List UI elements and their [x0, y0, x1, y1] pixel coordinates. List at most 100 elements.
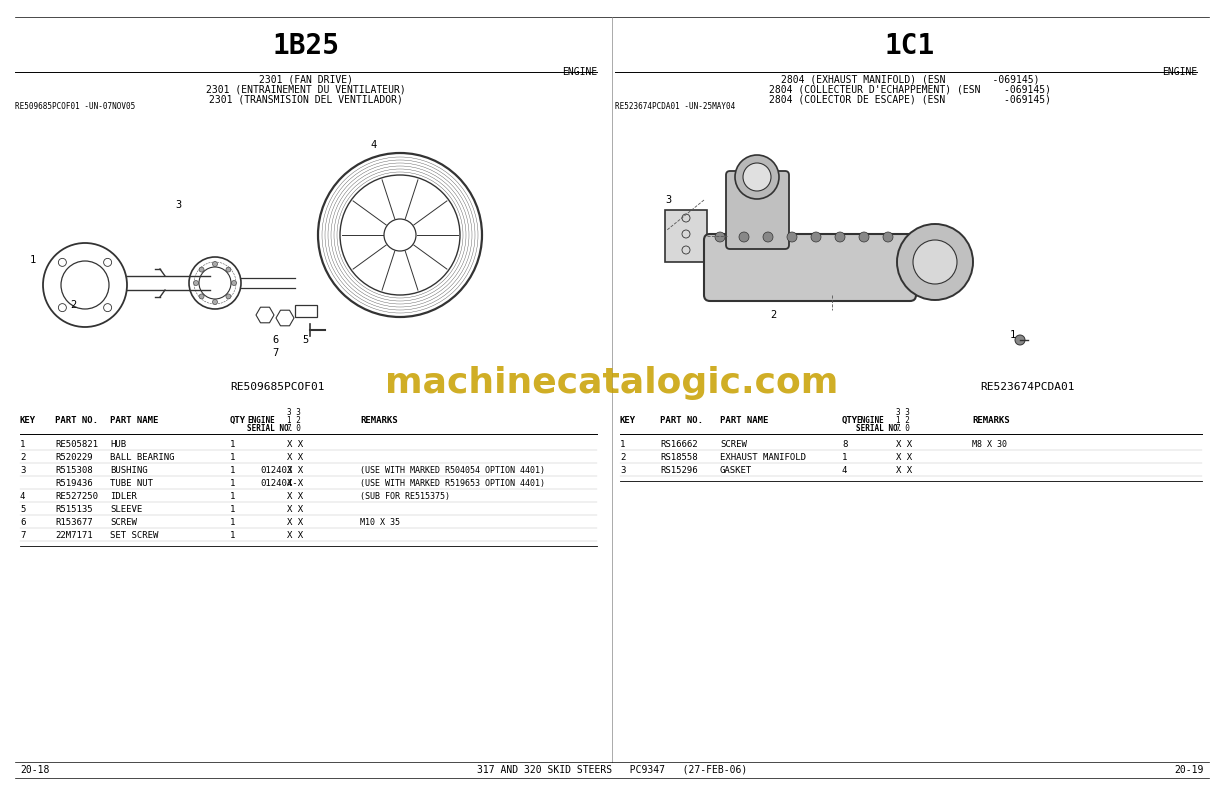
Text: 2: 2 [621, 453, 625, 462]
Circle shape [1015, 335, 1024, 345]
Text: 1: 1 [230, 531, 235, 540]
Text: 20-18: 20-18 [20, 765, 49, 775]
Text: SCREW: SCREW [110, 518, 137, 527]
Text: 1: 1 [230, 479, 235, 488]
Text: 1: 1 [230, 440, 235, 449]
Text: X X: X X [286, 440, 304, 449]
Text: ENGINE: ENGINE [1162, 67, 1197, 77]
Text: 317 AND 320 SKID STEERS   PC9347   (27-FEB-06): 317 AND 320 SKID STEERS PC9347 (27-FEB-0… [477, 765, 747, 775]
FancyBboxPatch shape [726, 171, 789, 249]
Text: RS16662: RS16662 [660, 440, 698, 449]
Text: 3: 3 [665, 195, 671, 205]
FancyBboxPatch shape [704, 234, 916, 301]
Text: 2301 (ENTRAINEMENT DU VENTILATEUR): 2301 (ENTRAINEMENT DU VENTILATEUR) [206, 84, 406, 94]
Text: 7 0: 7 0 [286, 424, 301, 433]
Text: 6: 6 [272, 335, 278, 345]
Circle shape [859, 232, 869, 242]
Text: BUSHING: BUSHING [110, 466, 148, 475]
Text: REMARKS: REMARKS [972, 416, 1010, 425]
Circle shape [787, 232, 797, 242]
Text: X X: X X [286, 479, 304, 488]
Text: SERIAL NO.: SERIAL NO. [856, 424, 902, 433]
Text: R515135: R515135 [55, 505, 93, 514]
Text: M10 X 35: M10 X 35 [360, 518, 400, 527]
Text: X X: X X [896, 440, 912, 449]
Circle shape [715, 232, 725, 242]
Circle shape [200, 294, 204, 299]
Text: BALL BEARING: BALL BEARING [110, 453, 175, 462]
Text: 1: 1 [230, 453, 235, 462]
Circle shape [835, 232, 845, 242]
Text: X X: X X [286, 505, 304, 514]
Text: RE509685PCOF01: RE509685PCOF01 [230, 382, 324, 392]
Text: 1: 1 [230, 492, 235, 501]
Text: KEY: KEY [20, 416, 37, 425]
Text: X X: X X [286, 466, 304, 475]
Text: 3: 3 [20, 466, 26, 475]
Text: 2804 (EXHAUST MANIFOLD) (ESN        -069145): 2804 (EXHAUST MANIFOLD) (ESN -069145) [781, 74, 1039, 84]
Bar [295, 305, 317, 317]
Text: R153677: R153677 [55, 518, 93, 527]
Text: 1 2: 1 2 [286, 416, 301, 425]
Text: SERIAL NO.: SERIAL NO. [247, 424, 294, 433]
Text: M8 X 30: M8 X 30 [972, 440, 1007, 449]
Text: 2: 2 [70, 300, 76, 310]
Text: 1: 1 [1010, 330, 1016, 340]
Text: X X: X X [286, 531, 304, 540]
Circle shape [743, 163, 771, 191]
Text: 1B25: 1B25 [273, 32, 339, 60]
Text: 1: 1 [230, 505, 235, 514]
Text: 012404-: 012404- [259, 479, 297, 488]
Circle shape [231, 280, 236, 285]
Text: machinecatalogic.com: machinecatalogic.com [386, 366, 838, 400]
Text: RE509685PCOF01 -UN-07NOV05: RE509685PCOF01 -UN-07NOV05 [15, 102, 135, 111]
Text: 2: 2 [770, 310, 776, 320]
Text: 3 3: 3 3 [286, 408, 301, 417]
Text: 1: 1 [230, 518, 235, 527]
Text: 5: 5 [302, 335, 308, 345]
Text: X X: X X [286, 492, 304, 501]
Circle shape [913, 240, 957, 284]
Text: 1: 1 [20, 440, 26, 449]
Text: 2804 (COLLECTEUR D'ECHAPPEMENT) (ESN    -069145): 2804 (COLLECTEUR D'ECHAPPEMENT) (ESN -06… [769, 84, 1051, 94]
Circle shape [734, 155, 778, 199]
Text: SET SCREW: SET SCREW [110, 531, 158, 540]
Circle shape [226, 294, 231, 299]
Text: 4: 4 [370, 140, 376, 150]
Text: REMARKS: REMARKS [360, 416, 398, 425]
Text: QTY: QTY [842, 416, 858, 425]
Circle shape [200, 267, 204, 272]
Text: PART NO.: PART NO. [660, 416, 703, 425]
Text: R515308: R515308 [55, 466, 93, 475]
Text: 6: 6 [20, 518, 26, 527]
Text: HUB: HUB [110, 440, 126, 449]
Text: 3: 3 [175, 200, 181, 210]
Text: QTY: QTY [230, 416, 246, 425]
Text: 4: 4 [20, 492, 26, 501]
Text: PART NO.: PART NO. [55, 416, 98, 425]
Circle shape [763, 232, 774, 242]
Text: 3 3: 3 3 [896, 408, 909, 417]
Text: 2804 (COLECTOR DE ESCAPE) (ESN          -069145): 2804 (COLECTOR DE ESCAPE) (ESN -069145) [769, 94, 1051, 104]
Text: RE523674PCDA01 -UN-25MAY04: RE523674PCDA01 -UN-25MAY04 [614, 102, 736, 111]
Text: R520229: R520229 [55, 453, 93, 462]
Circle shape [897, 224, 973, 300]
Text: 8: 8 [842, 440, 847, 449]
Text: X X: X X [896, 453, 912, 462]
Text: 1C1: 1C1 [885, 32, 935, 60]
Text: 22M7171: 22M7171 [55, 531, 93, 540]
Text: (USE WITH MARKED R504054 OPTION 4401): (USE WITH MARKED R504054 OPTION 4401) [360, 466, 545, 475]
Text: RS15296: RS15296 [660, 466, 698, 475]
Text: 7 0: 7 0 [896, 424, 909, 433]
Text: 2301 (FAN DRIVE): 2301 (FAN DRIVE) [259, 74, 353, 84]
Text: X X: X X [286, 518, 304, 527]
Text: IDLER: IDLER [110, 492, 137, 501]
Text: 2301 (TRANSMISION DEL VENTILADOR): 2301 (TRANSMISION DEL VENTILADOR) [209, 94, 403, 104]
Circle shape [213, 299, 218, 304]
Text: 5: 5 [20, 505, 26, 514]
Text: ENGINE: ENGINE [856, 416, 884, 425]
Text: ENGINE: ENGINE [562, 67, 597, 77]
Text: KEY: KEY [621, 416, 636, 425]
Circle shape [739, 232, 749, 242]
Text: EXHAUST MANIFOLD: EXHAUST MANIFOLD [720, 453, 805, 462]
